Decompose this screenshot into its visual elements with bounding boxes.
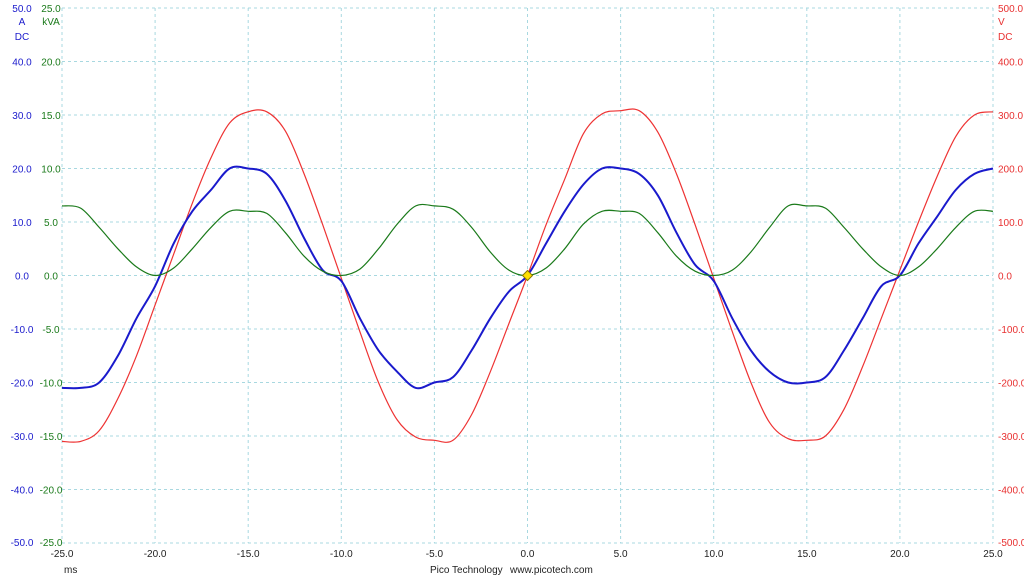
y-tick-label: 5.0 [44, 218, 58, 229]
y-tick-label: 100.0 [998, 218, 1023, 229]
y-tick-label: 500.0 [998, 4, 1023, 15]
x-tick-label: 10.0 [704, 549, 724, 560]
axis-current-amps: 50.0 40.0 30.0 20.0 10.0 0.0 -10.0 -20.0 -30.0 -4… [11, 4, 34, 549]
y-tick-label: -10.0 [40, 379, 63, 390]
y-tick-label: -15.0 [40, 432, 63, 443]
y-tick-label: -500.0 [998, 538, 1024, 549]
x-tick-label: -10.0 [330, 549, 353, 560]
y-tick-label: -200.0 [998, 379, 1024, 390]
y-tick-label: 300.0 [998, 111, 1023, 122]
y-tick-label: 15.0 [41, 111, 61, 122]
axis-unit-label: kVA [42, 17, 60, 28]
trigger-marker [521, 269, 534, 282]
y-tick-label: 40.0 [12, 58, 32, 69]
y-tick-label: 10.0 [41, 165, 61, 176]
x-tick-label: 25.0 [983, 549, 1003, 560]
x-tick-label: 20.0 [890, 549, 910, 560]
axis-unit-label: V [998, 17, 1005, 28]
y-tick-label: -400.0 [998, 486, 1024, 497]
y-tick-label: -5.0 [42, 325, 60, 336]
axis-coupling-label: DC [15, 32, 29, 43]
y-tick-label: 30.0 [12, 111, 32, 122]
y-tick-label: -30.0 [11, 432, 34, 443]
y-tick-label: -100.0 [998, 325, 1024, 336]
y-tick-label: -300.0 [998, 432, 1024, 443]
x-tick-label: 15.0 [797, 549, 817, 560]
axis-time: -25.0 -20.0 -15.0 -10.0 -5.0 0.0 5.0 10.0 15.0 20… [51, 549, 1004, 576]
x-tick-label: 5.0 [614, 549, 628, 560]
y-tick-label: -40.0 [11, 486, 34, 497]
x-tick-label: 0.0 [521, 549, 535, 560]
axis-voltage: 500.0 400.0 300.0 200.0 100.0 0.0 -100.0 -200.0… [998, 4, 1024, 549]
y-tick-label: 0.0 [15, 272, 29, 283]
y-tick-label: 25.0 [41, 4, 61, 15]
x-tick-label: -25.0 [51, 549, 74, 560]
y-tick-label: -50.0 [11, 538, 34, 549]
y-tick-label: 400.0 [998, 58, 1023, 69]
y-tick-label: -10.0 [11, 325, 34, 336]
y-tick-label: 20.0 [12, 165, 32, 176]
y-tick-label: 0.0 [44, 272, 58, 283]
x-tick-label: -20.0 [144, 549, 167, 560]
x-tick-label: -15.0 [237, 549, 260, 560]
axis-coupling-label: DC [998, 32, 1012, 43]
x-tick-label: -5.0 [426, 549, 444, 560]
y-tick-label: -20.0 [11, 379, 34, 390]
y-tick-label: -20.0 [40, 486, 63, 497]
y-tick-label: 10.0 [12, 218, 32, 229]
y-tick-label: 0.0 [998, 272, 1012, 283]
footer-brand: Pico Technology [430, 565, 503, 576]
axis-power-kva: 25.0 20.0 15.0 10.0 5.0 0.0 -5.0 -10.0 -15.0 -20.… [40, 4, 63, 549]
y-tick-label: 50.0 [12, 4, 32, 15]
chart-grid [61, 7, 994, 544]
y-tick-label: 200.0 [998, 165, 1023, 176]
footer-url: www.picotech.com [509, 565, 593, 576]
marker-layer [521, 269, 534, 282]
y-tick-label: 20.0 [41, 58, 61, 69]
y-tick-label: -25.0 [40, 538, 63, 549]
axis-unit-label: A [19, 17, 26, 28]
x-axis-unit-label: ms [64, 565, 77, 576]
